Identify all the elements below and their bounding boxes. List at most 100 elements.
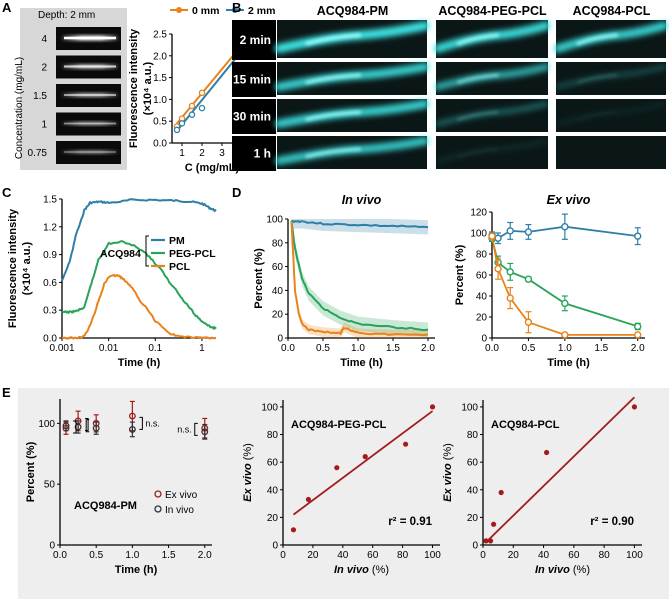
vessel-core [457,111,499,121]
data-point [491,521,497,527]
legend-bracket [145,235,149,267]
x-tick-label: 0.01 [99,343,119,354]
y-axis-label-line: (×10⁴ a.u.) [21,241,33,295]
data-point [362,454,368,460]
image-tile [556,136,666,169]
row-label-bg [232,20,276,60]
chart-title: Ex vivo [547,193,591,207]
data-point [74,423,82,431]
x-tick-label: 0.5 [89,550,103,561]
series-line [291,219,429,229]
significance-label: n.s. [145,418,160,428]
data-point [92,424,100,432]
x-tick-label: 60 [367,550,379,561]
data-point [506,294,514,302]
x-tick-label: 1 [199,343,205,354]
gel-band [62,121,118,126]
gel-band-core [64,151,116,153]
x-tick-label: 3 [219,148,225,159]
row-label-bg [232,62,276,97]
y-tick-label: 20 [267,513,279,524]
y-axis-label: Percent (%) [25,441,37,502]
x-tick-label: 2.0 [198,550,212,561]
data-point [62,422,70,430]
data-point [334,465,340,471]
chart-label: ACQ984-PM [74,500,137,512]
y-tick-label: 100 [38,419,55,430]
y-axis-label-unit: (%) [442,443,454,463]
chart-c-fluorescence-over-time: 0.001 0.01 0.1 1 0.0 0.3 0.6 0.9 1.2 1.5 Time (h) F… [7,195,217,369]
data-point [494,265,502,273]
significance-bracket [194,422,198,436]
x-tick-label: 1.0 [351,343,365,354]
x-tick-label: 0.5 [316,343,330,354]
data-point [494,234,502,242]
vessel-core [305,73,362,85]
x-axis-label: In vivo (%) [334,564,389,576]
x-axis-label: Time (h) [340,357,383,369]
data-point [128,425,136,433]
legend-marker [232,7,238,13]
vessel-core [305,147,362,159]
data-point [498,489,504,496]
x-tick-label: 80 [599,550,611,561]
data-point [634,331,642,339]
y-tick-label: 0 [472,541,478,552]
chart-label: ACQ984-PEG-PCL [291,419,387,431]
image-tile [436,136,548,169]
y-tick-label: 0.6 [43,278,57,289]
data-point [403,441,409,447]
significance-bracket [85,419,90,433]
series-line [61,198,217,281]
series-line [491,238,638,328]
x-axis-label: In vivo (%) [535,564,590,576]
panel-e-background [18,388,669,599]
y-axis-label: Percent (%) [454,244,466,305]
significance-label: n.s. [177,424,192,434]
y-tick-label: 80 [467,430,479,441]
data-point [506,268,514,276]
y-tick-label: 0.0 [153,139,167,150]
gel-band-core [64,65,116,68]
fit-line [176,44,243,125]
data-point [524,275,533,283]
gel-band-core [64,122,116,125]
vessel-core [577,111,618,121]
x-axis-label: Time (h) [118,357,161,369]
series-line [290,220,429,332]
gel-band-core [64,94,116,96]
data-point [178,120,186,127]
row-label: 2 min [240,33,271,47]
x-tick-label: 40 [538,550,550,561]
y-axis-label-italic: Ex vivo [442,463,454,502]
vessel-core [576,33,619,46]
y-tick-label: 100 [461,402,478,413]
series-line [61,240,217,330]
vessel-core [457,148,499,158]
y-tick-label: 60 [476,271,488,282]
x-tick-label: 40 [337,550,349,561]
data-point [524,228,533,236]
data-point [631,404,638,410]
y-axis-label: Fluorescence intensity (×10⁴ a.u.) [128,28,154,148]
legend-label: PCL [169,261,191,273]
vessel-core [305,33,362,46]
x-tick-label: 2 [199,148,205,159]
x-tick-label: 20 [508,550,520,561]
y-tick-label: 80 [272,238,284,249]
data-point [188,111,196,118]
x-tick-label: 1.5 [594,343,608,354]
concentration-label: 0.75 [28,148,48,159]
chart-d-in-vivo: 0.0 0.5 1.0 1.5 2.0 0 20 40 60 80 100 Time (h) Perce… [253,193,435,369]
y-tick-label: 60 [272,262,284,273]
x-tick-label: 0.0 [485,343,499,354]
data-point [198,89,206,97]
data-point [506,227,514,235]
data-point [429,404,436,410]
significance-bracket [73,420,77,434]
data-point [561,299,569,308]
r-squared-label: r² = 0.91 [388,516,432,528]
x-tick-label: 100 [626,550,643,561]
